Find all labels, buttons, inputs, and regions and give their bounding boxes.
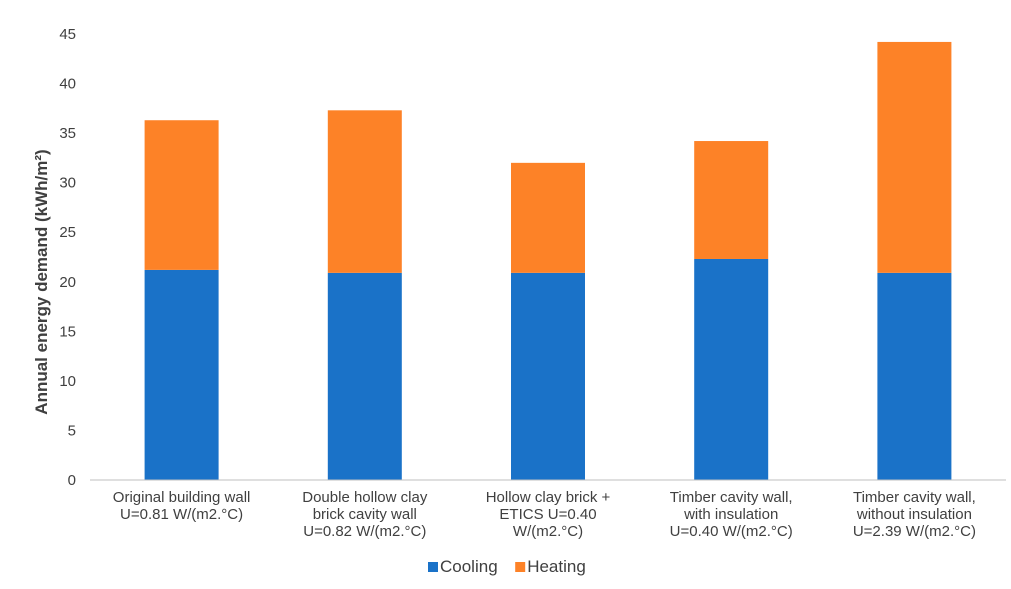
x-category-label: Hollow clay brick + ETICS U=0.40 W/(m2.°C) bbox=[486, 489, 611, 540]
bar-heating bbox=[694, 141, 769, 259]
y-tick-label: 25 bbox=[59, 224, 76, 241]
y-axis-title: Annual energy demand (kWh/m²) bbox=[32, 149, 51, 414]
x-category-label: Timber cavity wall, without insulation U=2… bbox=[853, 489, 976, 540]
x-axis-labels: Original building wall U=0.81 W/(m2.°C) Do… bbox=[113, 489, 976, 540]
x-category-label-line: Timber cavity wall, bbox=[853, 489, 976, 506]
x-category-label-line: U=0.81 W/(m2.°C) bbox=[120, 506, 243, 523]
x-category-label-line: U=2.39 W/(m2.°C) bbox=[853, 523, 976, 540]
x-category-label: Timber cavity wall, with insulation U=0.40… bbox=[670, 489, 793, 540]
bars bbox=[144, 41, 952, 480]
x-category-label-line: U=0.40 W/(m2.°C) bbox=[670, 523, 793, 540]
y-tick-label: 40 bbox=[59, 76, 76, 93]
x-category-label: Original building wall U=0.81 W/(m2.°C) bbox=[113, 489, 251, 523]
legend-swatch-cooling bbox=[428, 562, 438, 572]
x-category-label-line: Hollow clay brick + bbox=[486, 489, 611, 506]
bar-cooling bbox=[327, 272, 402, 480]
y-axis-ticks: 0 5 10 15 20 25 30 35 40 45 bbox=[59, 26, 76, 489]
x-category-label-line: brick cavity wall bbox=[313, 506, 417, 523]
x-category-label-line: Original building wall bbox=[113, 489, 251, 506]
x-category-label-line: ETICS U=0.40 bbox=[499, 506, 596, 523]
y-tick-label: 15 bbox=[59, 323, 76, 340]
x-category-label: Double hollow clay brick cavity wall U=0.8… bbox=[302, 489, 428, 540]
x-category-label-line: with insulation bbox=[683, 506, 778, 523]
bar-heating bbox=[877, 41, 952, 273]
bar-heating bbox=[511, 162, 585, 273]
bar-cooling bbox=[694, 258, 769, 480]
bar-cooling bbox=[877, 272, 952, 480]
x-category-label-line: U=0.82 W/(m2.°C) bbox=[303, 523, 426, 540]
bar-cooling bbox=[511, 272, 585, 480]
bar-cooling bbox=[144, 269, 219, 480]
y-tick-label: 0 bbox=[68, 472, 76, 489]
legend-label-heating: Heating bbox=[527, 557, 586, 576]
y-tick-label: 35 bbox=[59, 125, 76, 142]
x-category-label-line: W/(m2.°C) bbox=[513, 523, 583, 540]
legend: Cooling Heating bbox=[428, 557, 586, 576]
x-category-label-line: Double hollow clay bbox=[302, 489, 428, 506]
bar-heating bbox=[144, 120, 219, 270]
y-tick-label: 30 bbox=[59, 175, 76, 192]
y-tick-label: 20 bbox=[59, 274, 76, 291]
legend-swatch-heating bbox=[515, 562, 526, 572]
bar-heating bbox=[327, 110, 402, 273]
y-tick-label: 5 bbox=[68, 422, 76, 439]
y-tick-label: 45 bbox=[59, 26, 76, 43]
x-category-label-line: Timber cavity wall, bbox=[670, 489, 793, 506]
y-tick-label: 10 bbox=[59, 373, 76, 390]
y-axis-title-group: Annual energy demand (kWh/m²) bbox=[32, 149, 51, 414]
legend-label-cooling: Cooling bbox=[440, 557, 498, 576]
x-category-label-line: without insulation bbox=[856, 506, 972, 523]
